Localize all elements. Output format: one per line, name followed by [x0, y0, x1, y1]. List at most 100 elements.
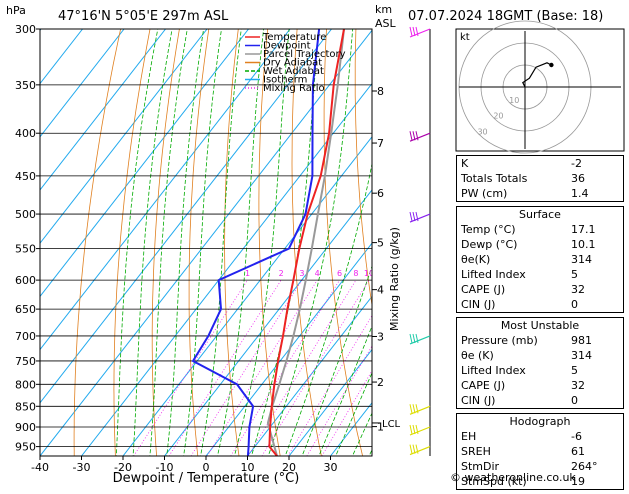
mixing-ratio-label: 3	[299, 269, 304, 278]
hodograph-ring-label: 20	[493, 112, 503, 121]
wet-adiabat-line	[265, 29, 353, 465]
row-label: Totals Totals	[461, 171, 571, 186]
pressure-tick-label: 700	[15, 330, 36, 343]
isotherm-line	[0, 29, 290, 456]
pressure-tick-label: 900	[15, 421, 36, 434]
wet-adiabat-line	[182, 29, 221, 465]
wind-barb	[410, 334, 430, 344]
wind-barb	[410, 212, 430, 222]
row-label: Pressure (mb)	[461, 333, 571, 348]
row-value: 36	[571, 171, 619, 186]
asl-label: ASL	[375, 17, 397, 30]
row-label: θe (K)	[461, 348, 571, 363]
wind-barb	[410, 27, 430, 37]
table-row: Dewp (°C)10.1	[457, 237, 623, 252]
table-row: Pressure (mb)981	[457, 333, 623, 348]
wind-barb	[410, 445, 430, 455]
row-value: 10.1	[571, 237, 619, 252]
pressure-tick-label: 550	[15, 243, 36, 256]
datetime-title: 07.07.2024 18GMT (Base: 18)	[408, 9, 603, 24]
km-tick-label: 7	[377, 137, 384, 150]
row-label: θe(K)	[461, 252, 571, 267]
row-label: EH	[461, 429, 571, 444]
mixing-ratio-label: 20	[406, 269, 416, 278]
pressure-tick-label: 750	[15, 355, 36, 368]
x-tick-label: -30	[73, 461, 91, 474]
row-label: K	[461, 156, 571, 171]
row-label: Temp (°C)	[461, 222, 571, 237]
table-title: Most Unstable	[457, 318, 623, 333]
hodograph-end-dot	[549, 63, 553, 67]
row-label: Lifted Index	[461, 267, 571, 282]
row-label: SREH	[461, 444, 571, 459]
row-label: CIN (J)	[461, 297, 571, 312]
km-tick-label: 2	[377, 376, 384, 389]
pressure-tick-label: 800	[15, 378, 36, 391]
row-value: 32	[571, 282, 619, 297]
row-label: Lifted Index	[461, 363, 571, 378]
isotherm-line	[0, 29, 249, 456]
km-tick-label: 6	[377, 187, 384, 200]
table-row: CAPE (J)32	[457, 378, 623, 393]
hodograph-ring-label: 10	[509, 96, 519, 105]
table-row: PW (cm)1.4	[457, 186, 623, 201]
row-value: 19	[571, 474, 619, 489]
mixing-ratio-label: 25	[421, 269, 431, 278]
row-value: 17.1	[571, 222, 619, 237]
row-value: 264°	[571, 459, 619, 474]
row-value: 314	[571, 348, 619, 363]
table-row: CIN (J)0	[457, 297, 623, 312]
mixing-ratio-line	[169, 280, 281, 456]
row-value: 1.4	[571, 186, 619, 201]
x-axis-title: Dewpoint / Temperature (°C)	[113, 471, 300, 486]
table-row: θe (K)314	[457, 348, 623, 363]
x-tick-label: -40	[31, 461, 49, 474]
km-tick-label: 4	[377, 284, 384, 297]
legend-label: Mixing Ratio	[263, 83, 325, 94]
dry-adiabat-line	[324, 29, 363, 456]
pressure-tick-label: 400	[15, 127, 36, 140]
mixing-ratio-label: 2	[279, 269, 284, 278]
table-row: θe(K)314	[457, 252, 623, 267]
row-label: CAPE (J)	[461, 282, 571, 297]
mixing-ratio-label: 10	[364, 269, 374, 278]
table-title: Surface	[457, 207, 623, 222]
pressure-tick-label: 450	[15, 170, 36, 183]
y-axis-right-title: Mixing Ratio (g/kg)	[388, 227, 401, 331]
wet-adiabat-line	[298, 29, 433, 465]
dry-adiabat-line	[152, 29, 179, 456]
table-row: EH-6	[457, 429, 623, 444]
dry-adiabat-line	[225, 29, 239, 456]
mixing-ratio-label: 1	[245, 269, 250, 278]
row-label: PW (cm)	[461, 186, 571, 201]
table-row: K-2	[457, 156, 623, 171]
row-label: CIN (J)	[461, 393, 571, 408]
isotherm-line	[82, 29, 415, 456]
table-row: Temp (°C)17.1	[457, 222, 623, 237]
row-value: 32	[571, 378, 619, 393]
mixing-ratio-label: 6	[337, 269, 342, 278]
hodograph-ring-label: 30	[477, 128, 487, 137]
isotherm-line	[0, 29, 83, 456]
wind-barb	[410, 131, 430, 141]
row-label: CAPE (J)	[461, 378, 571, 393]
hodograph: kt 10 20 30	[456, 21, 624, 153]
km-tick-label: 8	[377, 85, 384, 98]
hpa-label: hPa	[6, 4, 26, 17]
hodograph-unit-label: kt	[460, 32, 470, 43]
wind-barb	[410, 425, 430, 435]
pressure-tick-label: 500	[15, 208, 36, 221]
mixing-ratio-line	[322, 280, 426, 456]
row-value: 5	[571, 363, 619, 378]
table-row: CAPE (J)32	[457, 282, 623, 297]
km-label: km	[375, 3, 392, 16]
row-value: 981	[571, 333, 619, 348]
location-title: 47°16'N 5°05'E 297m ASL	[58, 9, 229, 24]
isotherm-line	[165, 29, 498, 456]
row-value: 0	[571, 297, 619, 312]
row-value: 61	[571, 444, 619, 459]
